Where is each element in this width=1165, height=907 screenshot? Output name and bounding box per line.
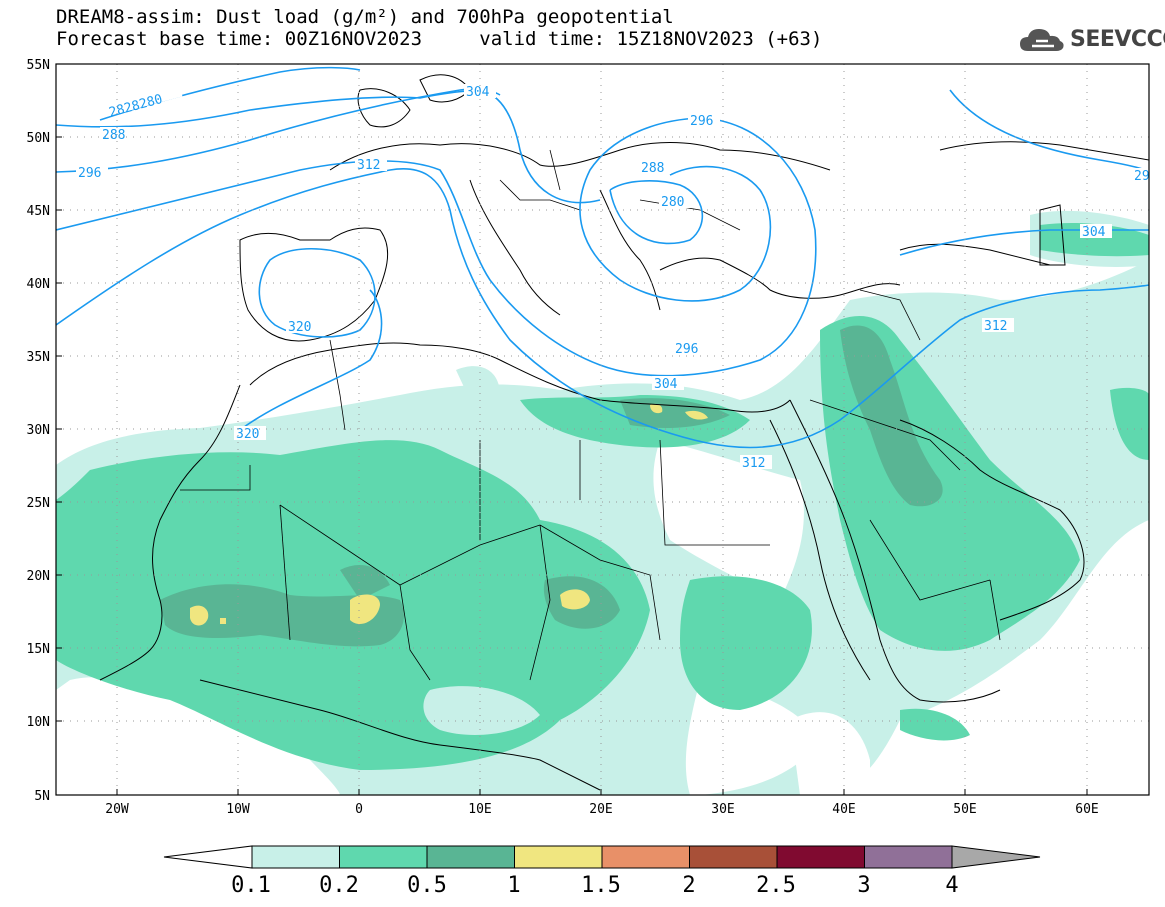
lat-tick-label: 10N [27,715,50,730]
forecast-base-time: Forecast base time: 00Z16NOV2023 [56,28,423,50]
country-borders [180,149,1001,681]
valid-time: valid time: 15Z18NOV2023 (+63) [479,28,823,50]
longitude-labels: 20W 10W 0 10E 20E 30E 40E 50E 60E [105,802,1098,817]
colorbar-box [251,845,340,869]
title-line-1: DREAM8-assim: Dust load (g/m²) and 700hP… [56,6,674,28]
colorbar-label: 1.5 [581,873,621,898]
lon-tick-label: 0 [355,802,363,817]
contour-label-320-iberia: 320 [288,320,311,335]
colorbar-label: 2 [682,873,695,898]
latitude-labels: 55N 50N 45N 40N 35N 30N 25N 20N 15N 10N … [27,58,50,804]
colorbar: 0.1 0.2 0.5 1 1.5 2 2.5 3 4 [163,845,1041,898]
coastlines [99,74,1149,791]
svg-text:2828280: 2828280 [107,92,164,121]
lon-tick-label: 60E [1075,802,1098,817]
colorbar-box [426,845,515,869]
contour-labels: 2828280 288 296 304 312 296 288 280 320 … [76,82,1150,471]
dust-level-1 [190,403,708,626]
contour-label-312-iran: 312 [984,319,1007,334]
contour-label-312-north: 312 [357,158,380,173]
contour-label-320-africa: 320 [236,427,259,442]
colorbar-box [514,845,603,869]
colorbar-label: 4 [945,873,958,898]
colorbar-label: 0.5 [407,873,447,898]
colorbar-label: 1 [507,873,520,898]
contour-label-304-caspian: 304 [1082,225,1106,240]
logo-text: SEEVCCC [1070,26,1165,52]
lon-tick-label: 20W [105,802,129,817]
contour-label-80: 80 [145,92,164,111]
colorbar-box [339,845,428,869]
lat-tick-label: 35N [27,350,50,365]
contour-label-296-west: 296 [78,166,101,181]
lat-tick-label: 50N [27,131,50,146]
contour-label-28: 28 [107,102,126,121]
contour-label-280-low: 280 [661,195,684,210]
colorbar-box [864,845,953,869]
lon-tick-label: 10E [468,802,491,817]
lon-tick-label: 10W [226,802,250,817]
colorbar-right-arrow [951,845,1041,869]
lon-tick-label: 50E [953,802,976,817]
lon-tick-label: 40E [832,802,855,817]
colorbar-label: 0.1 [231,873,271,898]
contour-label-288-west: 288 [102,128,125,143]
contour-label-296-east: 296 [675,342,698,357]
contour-label-312-egypt: 312 [742,456,765,471]
map-title: DREAM8-assim: Dust load (g/m²) and 700hP… [56,6,822,50]
colorbar-label: 3 [857,873,870,898]
lat-tick-label: 45N [27,204,50,219]
lat-tick-label: 15N [27,642,50,657]
seevccc-logo: SEEVCCC [1018,24,1165,54]
title-line-2: Forecast base time: 00Z16NOV2023 valid t… [56,28,822,50]
lat-tick-label: 55N [27,58,50,73]
cloud-icon [1020,29,1064,51]
colorbar-label: 0.2 [319,873,359,898]
lat-tick-label: 5N [34,789,50,804]
contour-label-304-east: 304 [654,377,678,392]
axis-ticks [56,63,1088,796]
lat-tick-label: 30N [27,423,50,438]
colorbar-left-arrow [163,845,253,869]
contour-label-304-north: 304 [466,85,490,100]
lat-tick-label: 20N [27,569,50,584]
grid-lines [56,64,1149,795]
colorbar-box [601,845,690,869]
lon-tick-label: 30E [711,802,734,817]
dust-field [56,210,1149,795]
dust-level-0.1-holes [423,479,630,735]
contour-label-288-low: 288 [641,161,664,176]
lat-tick-label: 25N [27,496,50,511]
contour-label-282: 282 [123,96,150,117]
contour-label-296-low: 296 [690,114,713,129]
colorbar-box [776,845,865,869]
lat-tick-label: 40N [27,277,50,292]
lon-tick-label: 20E [589,802,612,817]
geopotential-contours [56,66,1149,449]
colorbar-label: 2.5 [756,873,796,898]
colorbar-box [689,845,778,869]
contour-label-29-edge: 29 [1134,169,1150,184]
